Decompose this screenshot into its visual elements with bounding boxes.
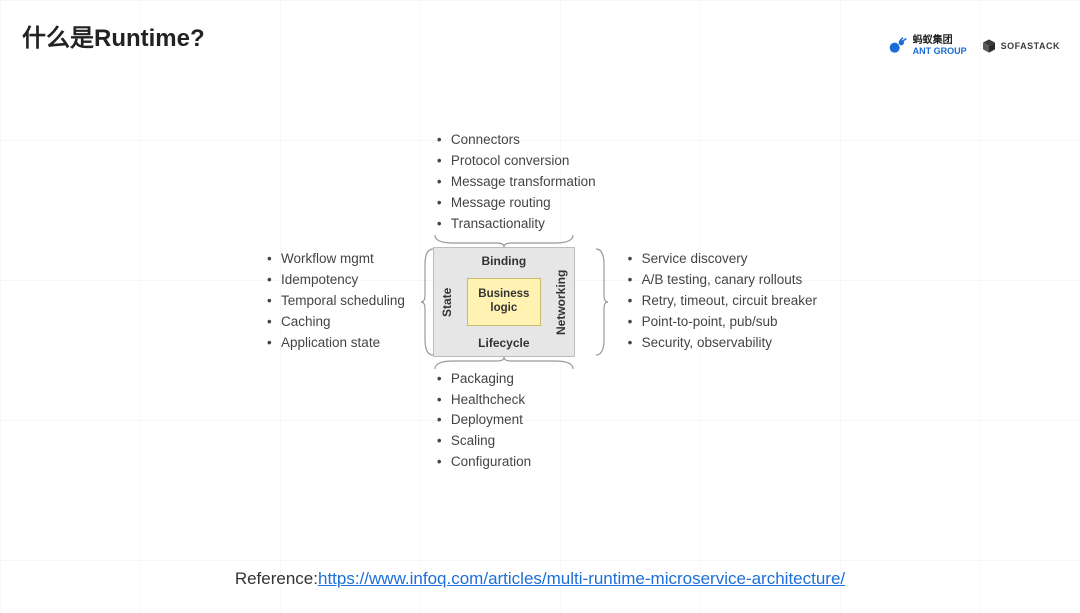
reference-link[interactable]: https://www.infoq.com/articles/multi-run…: [318, 569, 845, 588]
sofastack-logo: SOFASTACK: [981, 38, 1060, 54]
sofa-logo-text: SOFASTACK: [1001, 41, 1060, 51]
business-logic-label: Business logic: [468, 288, 540, 314]
list-item: Security, observability: [624, 333, 817, 354]
ant-group-logo: 蚂蚁集团 ANT GROUP: [888, 36, 967, 56]
runtime-diagram: ConnectorsProtocol conversionMessage tra…: [0, 130, 1080, 473]
brace-top: [433, 235, 596, 247]
list-item: Point-to-point, pub/sub: [624, 312, 817, 333]
logo-bar: 蚂蚁集团 ANT GROUP SOFASTACK: [888, 36, 1060, 56]
lifecycle-list: PackagingHealthcheckDeploymentScalingCon…: [433, 363, 596, 474]
business-logic-box: Business logic: [467, 278, 541, 326]
networking-list: Service discoveryA/B testing, canary rol…: [604, 249, 817, 354]
state-list: Workflow mgmtIdempotencyTemporal schedul…: [263, 249, 425, 354]
ant-logo-zh: 蚂蚁集团: [913, 36, 967, 47]
list-item: Service discovery: [624, 249, 817, 270]
reference-line: Reference:https://www.infoq.com/articles…: [0, 569, 1080, 589]
list-item: Deployment: [433, 410, 596, 431]
side-label-networking: Networking: [554, 248, 568, 356]
list-item: Configuration: [433, 452, 596, 473]
side-label-lifecycle: Lifecycle: [434, 336, 574, 350]
page-title: 什么是Runtime?: [22, 18, 205, 53]
brace-left: [421, 247, 433, 357]
list-item: Transactionality: [433, 214, 596, 235]
brace-right: [596, 247, 608, 357]
list-item: Idempotency: [263, 270, 405, 291]
list-item: Scaling: [433, 431, 596, 452]
core-cell: Binding Lifecycle State Networking Busin…: [433, 247, 596, 357]
reference-label: Reference:: [235, 569, 318, 588]
list-item: Workflow mgmt: [263, 249, 405, 270]
list-item: Packaging: [433, 369, 596, 390]
list-item: Connectors: [433, 130, 596, 151]
list-item: A/B testing, canary rollouts: [624, 270, 817, 291]
list-item: Application state: [263, 333, 405, 354]
side-label-state: State: [440, 248, 454, 356]
list-item: Temporal scheduling: [263, 291, 405, 312]
list-item: Message routing: [433, 193, 596, 214]
ant-icon: [888, 36, 908, 56]
list-item: Message transformation: [433, 172, 596, 193]
brace-bottom: [433, 357, 596, 369]
binding-list: ConnectorsProtocol conversionMessage tra…: [433, 130, 596, 241]
list-item: Protocol conversion: [433, 151, 596, 172]
list-item: Retry, timeout, circuit breaker: [624, 291, 817, 312]
cube-icon: [981, 38, 997, 54]
core-box: Binding Lifecycle State Networking Busin…: [433, 247, 575, 357]
list-item: Healthcheck: [433, 390, 596, 411]
ant-logo-en: ANT GROUP: [913, 47, 967, 56]
side-label-binding: Binding: [434, 254, 574, 268]
list-item: Caching: [263, 312, 405, 333]
